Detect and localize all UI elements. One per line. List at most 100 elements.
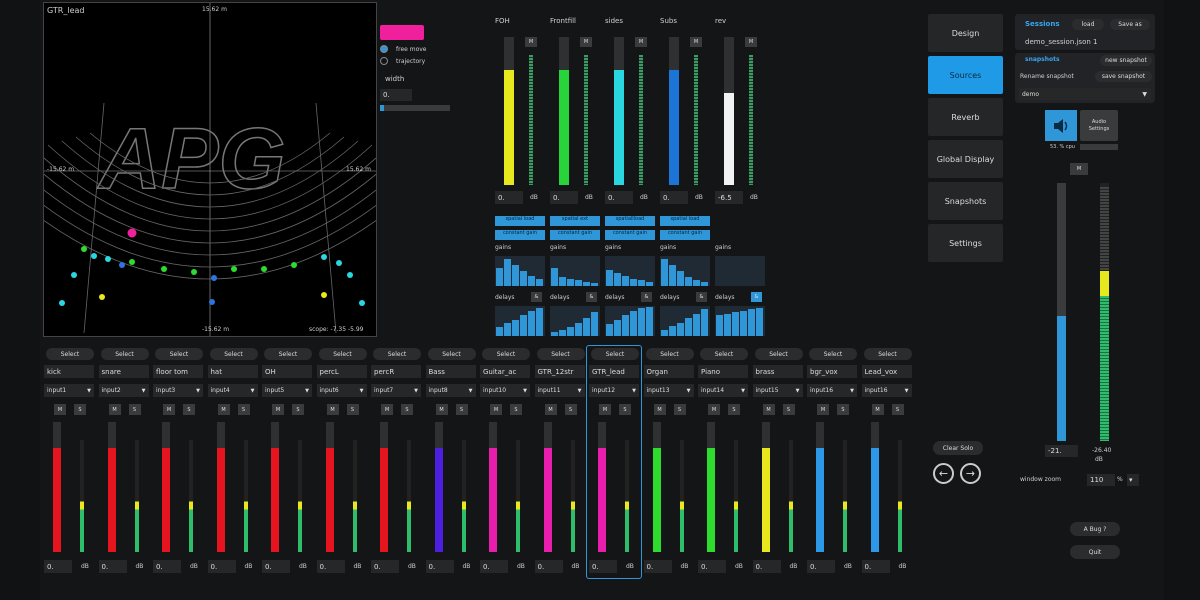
source-dot[interactable]	[359, 300, 365, 306]
source-dot[interactable]	[291, 262, 297, 268]
report-bug-button[interactable]: A Bug ?	[1070, 522, 1120, 536]
channel-name-input[interactable]: Guitar_ac	[480, 365, 530, 378]
width-input[interactable]: 0.	[380, 89, 412, 101]
channel-mute-button[interactable]: M	[544, 404, 557, 415]
channel-input-select[interactable]: input16 ▼	[807, 384, 857, 397]
channel-fader[interactable]	[816, 422, 824, 552]
channel-select-button[interactable]: Select	[264, 348, 312, 360]
channel-input-select[interactable]: input4 ▼	[207, 384, 258, 397]
clear-solo-button[interactable]: Clear Solo	[933, 441, 983, 455]
channel-gain-input[interactable]: 0.	[480, 560, 508, 573]
output-mode-button[interactable]: spatiallload	[605, 216, 655, 226]
channel-name-input[interactable]: hat	[207, 365, 258, 378]
channel-fader[interactable]	[216, 422, 225, 552]
delay-link-button[interactable]: &	[641, 292, 652, 302]
channel-mute-button[interactable]: M	[435, 404, 448, 415]
channel-mute-button[interactable]: M	[217, 404, 230, 415]
channel-name-input[interactable]: snare	[98, 365, 149, 378]
channel-solo-button[interactable]: S	[782, 404, 795, 415]
source-dot[interactable]	[91, 253, 97, 259]
save-snapshot-button[interactable]: save snapshot	[1095, 71, 1152, 82]
channel-select-button[interactable]: Select	[645, 348, 694, 360]
free-move-radio[interactable]	[380, 45, 388, 53]
window-zoom-input[interactable]: 110	[1087, 474, 1115, 486]
channel-solo-button[interactable]: S	[183, 404, 195, 415]
channel-gain-input[interactable]: 0.	[153, 560, 181, 573]
channel-input-select[interactable]: input16 ▼	[861, 384, 912, 397]
channel-fader[interactable]	[489, 422, 497, 552]
channel-select-button[interactable]: Select	[754, 348, 803, 360]
channel-select-button[interactable]: Select	[209, 348, 258, 360]
nav-item-settings[interactable]: Settings	[928, 224, 1003, 262]
channel-gain-input[interactable]: 0.	[861, 560, 890, 573]
channel-solo-button[interactable]: S	[510, 404, 522, 415]
source-dot[interactable]	[321, 292, 327, 298]
output-mute-button[interactable]: M	[635, 37, 647, 47]
load-session-button[interactable]: load	[1072, 19, 1104, 30]
source-dot[interactable]	[231, 266, 237, 272]
channel-gain-input[interactable]: 0.	[371, 560, 399, 573]
channel-input-select[interactable]: input15 ▼	[752, 384, 803, 397]
snapshot-select[interactable]: demo ▼	[1019, 88, 1151, 100]
source-dot[interactable]	[81, 246, 87, 252]
channel-fader[interactable]	[434, 422, 443, 552]
channel-input-select[interactable]: input6 ▼	[316, 384, 367, 397]
channel-gain-input[interactable]: 0.	[316, 560, 345, 573]
speaker-button[interactable]	[1045, 110, 1077, 141]
output-mute-button[interactable]: M	[525, 37, 537, 47]
channel-mute-button[interactable]: M	[326, 404, 339, 415]
channel-gain-input[interactable]: 0.	[98, 560, 127, 573]
source-dot[interactable]	[336, 260, 342, 266]
channel-select-button[interactable]: Select	[100, 348, 149, 360]
output-gain-input[interactable]: 0.	[495, 191, 523, 204]
next-arrow-button[interactable]: →	[960, 463, 981, 484]
channel-gain-input[interactable]: 0.	[425, 560, 454, 573]
output-mute-button[interactable]: M	[580, 37, 592, 47]
channel-select-button[interactable]: Select	[591, 348, 639, 360]
source-dot[interactable]	[211, 275, 217, 281]
channel-mute-button[interactable]: M	[163, 404, 175, 415]
nav-item-design[interactable]: Design	[928, 14, 1003, 52]
channel-mute-button[interactable]: M	[490, 404, 502, 415]
channel-input-select[interactable]: input3 ▼	[153, 384, 203, 397]
output-gain-mode-button[interactable]: constant gain	[660, 230, 710, 240]
channel-name-input[interactable]: percL	[316, 365, 367, 378]
channel-gain-input[interactable]: 0.	[207, 560, 236, 573]
source-dot[interactable]	[119, 262, 125, 268]
channel-solo-button[interactable]: S	[401, 404, 413, 415]
stage-view[interactable]: APG GTR_lead 15.62 m -15.62 m 15.62 m -1…	[43, 2, 377, 337]
channel-select-button[interactable]: Select	[536, 348, 585, 360]
channel-input-select[interactable]: input2 ▼	[98, 384, 149, 397]
source-dot[interactable]	[261, 266, 267, 272]
source-dot[interactable]	[191, 269, 197, 275]
channel-solo-button[interactable]: S	[619, 404, 631, 415]
new-snapshot-button[interactable]: new snapshot	[1100, 55, 1152, 66]
output-mode-button[interactable]: spatial load	[495, 216, 545, 226]
window-zoom-stepper[interactable]: ▾	[1127, 474, 1139, 486]
channel-solo-button[interactable]: S	[837, 404, 849, 415]
nav-item-snapshots[interactable]: Snapshots	[928, 182, 1003, 220]
output-mode-button[interactable]: spatial ext	[550, 216, 600, 226]
channel-fader[interactable]	[761, 422, 770, 552]
channel-select-button[interactable]: Select	[318, 348, 367, 360]
save-as-button[interactable]: Save as	[1110, 19, 1150, 30]
output-gain-mode-button[interactable]: constant gain	[605, 230, 655, 240]
nav-item-global-display[interactable]: Global Display	[928, 140, 1003, 178]
channel-select-button[interactable]: Select	[863, 348, 912, 360]
channel-name-input[interactable]: kick	[44, 365, 94, 378]
delay-link-button[interactable]: &	[531, 292, 542, 302]
channel-select-button[interactable]: Select	[427, 348, 476, 360]
channel-solo-button[interactable]: S	[237, 404, 250, 415]
channel-mute-button[interactable]: M	[708, 404, 720, 415]
channel-input-select[interactable]: input10 ▼	[480, 384, 530, 397]
channel-solo-button[interactable]: S	[673, 404, 686, 415]
channel-solo-button[interactable]: S	[455, 404, 468, 415]
channel-mute-button[interactable]: M	[54, 404, 66, 415]
channel-select-button[interactable]: Select	[482, 348, 530, 360]
output-mode-button[interactable]: spatial load	[660, 216, 710, 226]
channel-gain-input[interactable]: 0.	[643, 560, 672, 573]
source-dot[interactable]	[105, 256, 111, 262]
channel-select-button[interactable]: Select	[373, 348, 421, 360]
channel-name-input[interactable]: GTR_lead	[589, 365, 639, 378]
channel-name-input[interactable]: GTR_12str	[534, 365, 585, 378]
